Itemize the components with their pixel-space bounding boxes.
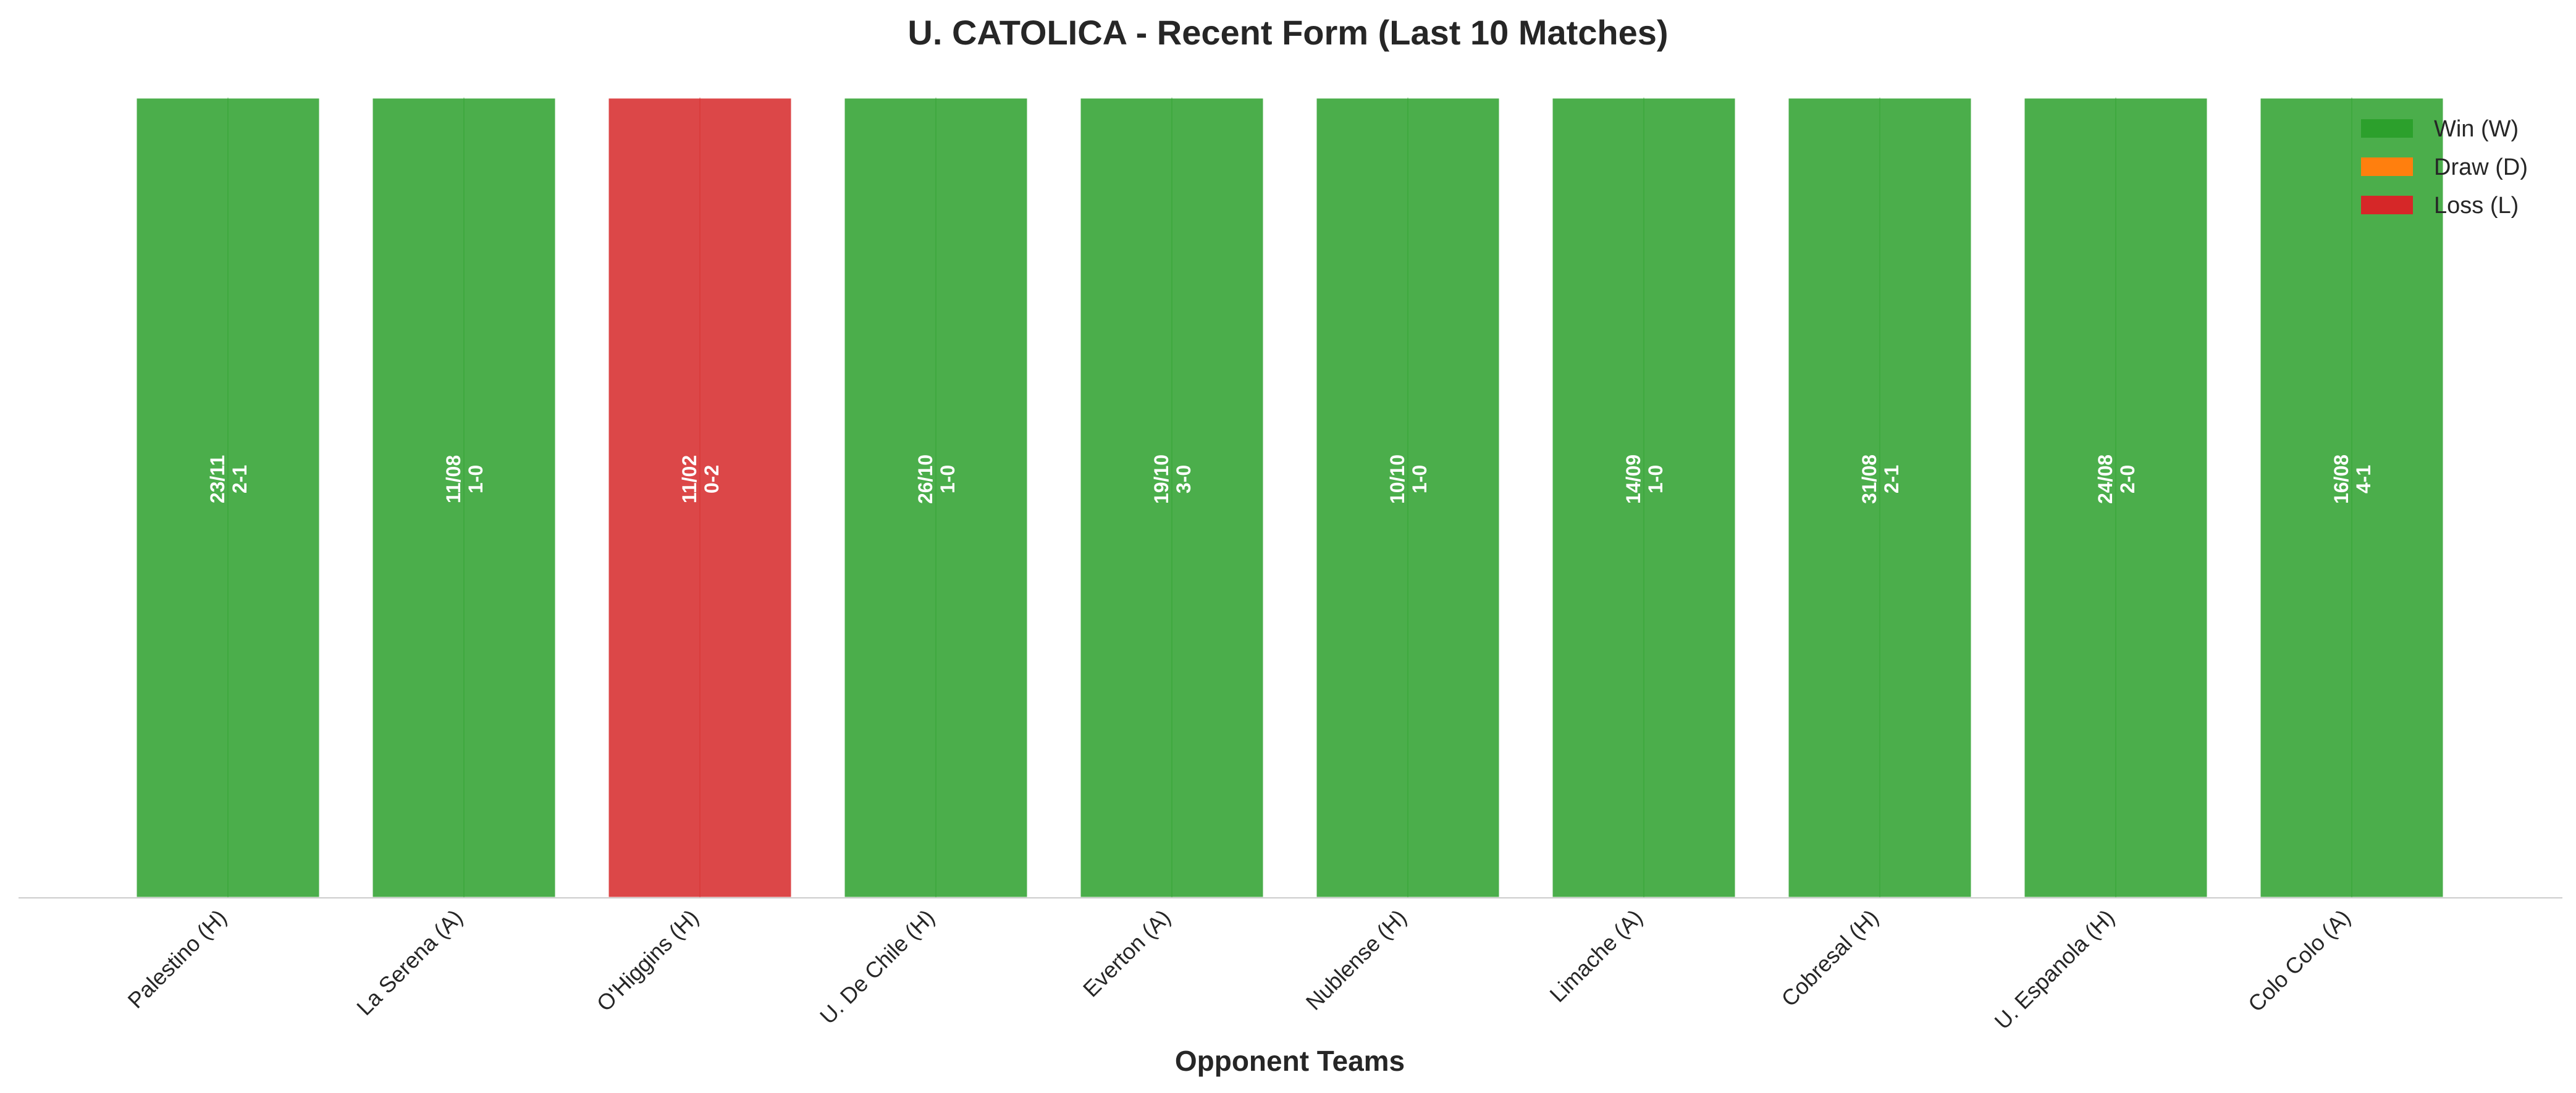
bar-date-label: 19/10 <box>1150 454 1172 504</box>
bar-4 <box>843 96 1029 899</box>
bar-label-10: 16/084-1 <box>2330 454 2375 504</box>
bar-6 <box>1315 96 1501 899</box>
bar-9 <box>2022 96 2209 899</box>
legend-label-L: Loss (L) <box>2434 193 2519 219</box>
bar-score-label: 1-0 <box>1408 465 1431 493</box>
bar-label-8: 31/082-1 <box>1858 454 1903 504</box>
bar-2 <box>371 96 557 899</box>
bar-label-4: 26/101-0 <box>914 454 959 504</box>
bar-label-7: 14/091-0 <box>1622 454 1667 504</box>
bar-date-label: 10/10 <box>1386 454 1408 504</box>
bar-score-label: 1-0 <box>465 465 487 493</box>
bar-date-label: 11/02 <box>678 455 701 503</box>
bar-label-9: 24/082-0 <box>2094 454 2139 504</box>
bar-score-label: 3-0 <box>1172 465 1195 493</box>
bar-score-label: 2-0 <box>2116 465 2139 493</box>
bars-group: 23/112-1 11/081-0 11/020-2 26/101-0 19/103-0… <box>135 96 2445 899</box>
bar-score-label: 4-1 <box>2352 465 2375 493</box>
bar-date-label: 26/10 <box>914 454 937 504</box>
bar-label-1: 23/112-1 <box>206 455 251 503</box>
bar-date-label: 23/11 <box>206 455 229 503</box>
bar-score-label: 1-0 <box>1644 465 1667 493</box>
bar-label-2: 11/081-0 <box>442 455 487 503</box>
bar-label-6: 10/101-0 <box>1386 454 1431 504</box>
bar-score-label: 1-0 <box>937 465 959 493</box>
legend-swatch-D <box>2361 157 2413 176</box>
bar-date-label: 14/09 <box>1622 454 1644 504</box>
bar-label-3: 11/020-2 <box>678 455 723 503</box>
x-axis-title: Opponent Teams <box>1175 1045 1405 1077</box>
bar-date-label: 24/08 <box>2094 454 2116 504</box>
bar-date-label: 31/08 <box>1858 454 1880 504</box>
legend-swatch-W <box>2361 119 2413 138</box>
legend-label-D: Draw (D) <box>2434 154 2528 180</box>
bar-8 <box>1787 96 1973 899</box>
bar-date-label: 11/08 <box>442 455 465 503</box>
bar-10 <box>2258 96 2445 899</box>
bar-label-5: 19/103-0 <box>1150 454 1195 504</box>
chart-title: U. CATOLICA - Recent Form (Last 10 Match… <box>907 13 1668 52</box>
bar-score-label: 2-1 <box>1880 465 1903 493</box>
bar-score-label: 2-1 <box>229 465 251 493</box>
legend-swatch-L <box>2361 196 2413 214</box>
bar-5 <box>1079 96 1265 899</box>
legend-label-W: Win (W) <box>2434 116 2519 142</box>
bar-1 <box>135 96 321 899</box>
legend: Win (W) Draw (D) Loss (L) <box>2361 116 2528 219</box>
bar-3 <box>607 96 793 899</box>
bar-7 <box>1551 96 1737 899</box>
bar-date-label: 16/08 <box>2330 454 2352 504</box>
bar-score-label: 0-2 <box>701 465 723 493</box>
